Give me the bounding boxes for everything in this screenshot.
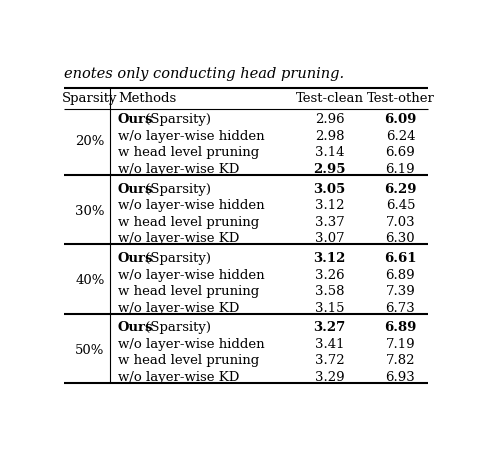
Text: 3.12: 3.12 [315,199,345,212]
Text: 6.93: 6.93 [385,371,415,384]
Text: w/o layer-wise hidden: w/o layer-wise hidden [118,130,264,143]
Text: 6.69: 6.69 [385,146,415,159]
Text: Ours: Ours [118,252,153,265]
Text: 6.24: 6.24 [385,130,415,143]
Text: 6.29: 6.29 [384,183,417,196]
Text: Methods: Methods [118,92,177,105]
Text: 3.14: 3.14 [315,146,345,159]
Text: 2.98: 2.98 [315,130,345,143]
Text: 3.58: 3.58 [315,285,345,298]
Text: w/o layer-wise hidden: w/o layer-wise hidden [118,268,264,281]
Text: 3.05: 3.05 [313,183,346,196]
Text: Ours: Ours [118,183,153,196]
Text: w head level pruning: w head level pruning [118,146,259,159]
Text: 2.95: 2.95 [313,163,346,176]
Text: 3.07: 3.07 [315,232,345,245]
Text: w/o layer-wise KD: w/o layer-wise KD [118,371,239,384]
Text: Sparsity: Sparsity [62,92,118,105]
Text: 7.39: 7.39 [385,285,415,298]
Text: enotes only conducting head pruning.: enotes only conducting head pruning. [64,67,344,81]
Text: (Sparsity): (Sparsity) [141,113,211,126]
Text: (Sparsity): (Sparsity) [141,183,211,196]
Text: 3.37: 3.37 [315,216,345,229]
Text: 6.45: 6.45 [385,199,415,212]
Text: 6.19: 6.19 [385,163,415,176]
Text: Ours: Ours [118,322,153,335]
Text: 3.12: 3.12 [313,252,346,265]
Text: 6.89: 6.89 [385,268,415,281]
Text: 6.09: 6.09 [384,113,417,126]
Text: 7.82: 7.82 [385,355,415,368]
Text: 30%: 30% [75,205,105,218]
Text: 3.29: 3.29 [315,371,345,384]
Text: w head level pruning: w head level pruning [118,216,259,229]
Text: 40%: 40% [75,274,105,288]
Text: 50%: 50% [75,344,105,357]
Text: w/o layer-wise KD: w/o layer-wise KD [118,302,239,315]
Text: w/o layer-wise KD: w/o layer-wise KD [118,163,239,176]
Text: (Sparsity): (Sparsity) [141,322,211,335]
Text: Ours: Ours [118,113,153,126]
Text: Test-other: Test-other [366,92,434,105]
Text: Test-clean: Test-clean [296,92,364,105]
Text: 3.72: 3.72 [315,355,345,368]
Text: w head level pruning: w head level pruning [118,285,259,298]
Text: w/o layer-wise hidden: w/o layer-wise hidden [118,199,264,212]
Text: w head level pruning: w head level pruning [118,355,259,368]
Text: (Sparsity): (Sparsity) [141,252,211,265]
Text: 6.89: 6.89 [384,322,417,335]
Text: 2.96: 2.96 [315,113,345,126]
Text: 7.19: 7.19 [385,338,415,351]
Text: 6.30: 6.30 [385,232,415,245]
Text: w/o layer-wise hidden: w/o layer-wise hidden [118,338,264,351]
Text: 7.03: 7.03 [385,216,415,229]
Text: 3.41: 3.41 [315,338,345,351]
Text: 3.26: 3.26 [315,268,345,281]
Text: 6.73: 6.73 [385,302,415,315]
Text: 20%: 20% [75,136,105,149]
Text: 3.15: 3.15 [315,302,345,315]
Text: 3.27: 3.27 [313,322,346,335]
Text: 6.61: 6.61 [384,252,417,265]
Text: w/o layer-wise KD: w/o layer-wise KD [118,232,239,245]
